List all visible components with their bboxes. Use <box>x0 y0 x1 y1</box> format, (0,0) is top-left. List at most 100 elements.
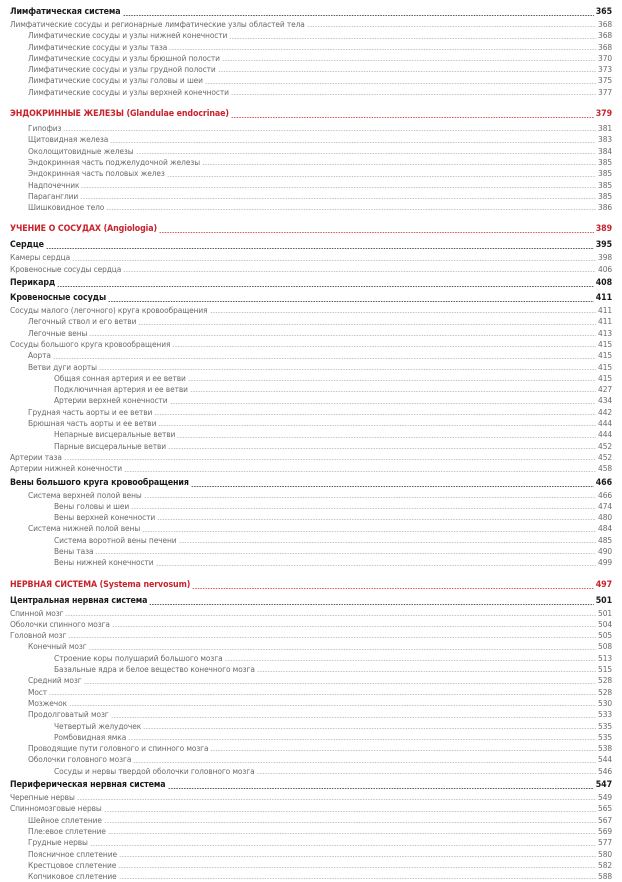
dot-leader <box>106 209 597 211</box>
toc-entry[interactable]: Лимфатические сосуды и узлы грудной поло… <box>10 64 612 75</box>
toc-entry[interactable]: Система воротной вены печени 485 <box>10 535 612 546</box>
toc-entry[interactable]: Сосуды большого круга кровообращения 415 <box>10 339 612 350</box>
entry-title: Аорта <box>28 350 51 361</box>
toc-chapter[interactable]: УЧЕНИЕ О СОСУДАХ (Angiologia) 389 <box>10 224 612 236</box>
toc-section[interactable]: Перикард 408 <box>10 278 612 290</box>
page-number: 499 <box>598 557 612 568</box>
toc-entry[interactable]: Общая сонная артерия и ее ветви 415 <box>10 373 612 384</box>
entry-title: Пле:евое сплетение <box>28 825 106 836</box>
toc-entry[interactable]: Камеры сердца 398 <box>10 252 612 263</box>
toc-entry[interactable]: Щитовидная железа 383 <box>10 134 612 145</box>
toc-section[interactable]: Вены большого круга кровообращения 466 <box>10 478 612 490</box>
toc-entry[interactable]: Мост 528 <box>10 687 612 698</box>
toc-entry[interactable]: Лимфатические сосуды и узлы головы и шеи… <box>10 75 612 86</box>
toc-entry[interactable]: Артерии таза 452 <box>10 452 612 463</box>
toc-entry[interactable]: Ветви дуги аорты 415 <box>10 362 612 373</box>
entry-title: Вены головы и шеи <box>54 500 130 511</box>
toc-entry[interactable]: Лимфатические сосуды и узлы таза 368 <box>10 42 612 53</box>
toc-entry[interactable]: Вены головы и шеи 474 <box>10 501 612 512</box>
toc-entry[interactable]: Вены таза 490 <box>10 546 612 557</box>
toc-entry[interactable]: Строение коры полушарий большого мозга 51… <box>10 653 612 664</box>
toc-entry[interactable]: Четвертый желудочек 535 <box>10 721 612 732</box>
page-number: 466 <box>595 477 612 488</box>
toc-entry[interactable]: Лимфатические сосуды и узлы брюшной поло… <box>10 53 612 64</box>
toc-entry[interactable]: Система нижней полой вены 484 <box>10 523 612 534</box>
toc-entry[interactable]: Околощитовидные железы 384 <box>10 146 612 157</box>
dot-leader <box>89 844 597 846</box>
dot-leader <box>131 508 597 510</box>
page-number: 379 <box>595 109 612 120</box>
toc-entry[interactable]: Гипофиз 381 <box>10 123 612 134</box>
page-number: 385 <box>598 190 612 201</box>
toc-section[interactable]: Центральная нервная система 501 <box>10 596 612 608</box>
toc-section[interactable]: Кровеносные сосуды 411 <box>10 293 612 305</box>
dot-leader <box>158 425 597 427</box>
toc-section[interactable]: Сердце 395 <box>10 240 612 252</box>
entry-title: Лимфатические сосуды и узлы верхней коне… <box>28 86 229 97</box>
toc-entry[interactable]: Базальные ядра и белое вещество конечног… <box>10 664 612 675</box>
toc-entry[interactable]: Ромбовидная ямка 535 <box>10 732 612 743</box>
entry-title: Проводящие пути головного и спинного моз… <box>28 743 209 754</box>
toc-entry[interactable]: Легочные вены 413 <box>10 328 612 339</box>
toc-entry[interactable]: Параганглии 385 <box>10 191 612 202</box>
toc-entry[interactable]: Сосуды малого (легочного) круга кровообр… <box>10 305 612 316</box>
toc-entry[interactable]: Средний мозг 528 <box>10 675 612 686</box>
toc-entry[interactable]: Проводящие пути головного и спинного моз… <box>10 743 612 754</box>
toc-entry[interactable]: Крестцовое сплетение 582 <box>10 860 612 871</box>
toc-entry[interactable]: Продолговатый мозг 533 <box>10 709 612 720</box>
entry-title: Щитовидная железа <box>28 134 109 145</box>
toc-entry[interactable]: Головной мозг 505 <box>10 630 612 641</box>
toc-chapter[interactable]: ЭНДОКРИННЫЕ ЖЕЛЕЗЫ (Glandulae endocrinae… <box>10 109 612 121</box>
toc-entry[interactable]: Спинной мозг 501 <box>10 608 612 619</box>
toc-entry[interactable]: Система верхней полой вены 466 <box>10 490 612 501</box>
toc-entry[interactable]: Надпочечник 385 <box>10 180 612 191</box>
toc-entry[interactable]: Пле:евое сплетение 569 <box>10 826 612 837</box>
toc-entry[interactable]: Лимфатические сосуды и узлы нижней конеч… <box>10 30 612 41</box>
toc-entry[interactable]: Шишковидное тело 386 <box>10 202 612 213</box>
toc-entry[interactable]: Парные висцеральные ветви 452 <box>10 441 612 452</box>
toc-entry[interactable]: Вены верхней конечности 480 <box>10 512 612 523</box>
toc-entry[interactable]: Шейное сплетение 567 <box>10 815 612 826</box>
toc-entry[interactable]: Сосуды и нервы твердой оболочки головног… <box>10 766 612 777</box>
toc-chapter[interactable]: НЕРВНАЯ СИСТЕМА (Systema nervosum) 497 <box>10 580 612 592</box>
toc-entry[interactable]: Артерии нижней конечности 458 <box>10 463 612 474</box>
toc-entry[interactable]: Поясничное сплетение 580 <box>10 849 612 860</box>
toc-entry[interactable]: Эндокринная часть половых желез 385 <box>10 168 612 179</box>
toc-entry[interactable]: Брюшная часть аорты и ее ветви 444 <box>10 418 612 429</box>
page-number: 377 <box>598 86 612 97</box>
toc-entry[interactable]: Оболочки спинного мозга 504 <box>10 619 612 630</box>
page-number: 505 <box>598 630 612 641</box>
toc-entry[interactable]: Копчиковое сплетение 588 <box>10 871 612 882</box>
page-number: 406 <box>598 263 612 274</box>
toc-entry[interactable]: Конечный мозг 508 <box>10 641 612 652</box>
page-number: 368 <box>598 41 612 52</box>
dot-leader <box>168 447 597 449</box>
page-number: 385 <box>598 179 612 190</box>
toc-entry[interactable]: Лимфатические сосуды и регионарные лимфа… <box>10 19 612 30</box>
dot-leader <box>178 541 597 543</box>
toc-entry[interactable]: Кровеносные сосуды сердца 406 <box>10 264 612 275</box>
toc-entry[interactable]: Непарные висцеральные ветви 444 <box>10 429 612 440</box>
toc-section[interactable]: Лимфатическая система 365 <box>10 7 612 19</box>
toc-entry[interactable]: Черепные нервы 549 <box>10 792 612 803</box>
toc-entry[interactable]: Подключичная артерия и ее ветви 427 <box>10 384 612 395</box>
toc-entry[interactable]: Вены нижней конечности 499 <box>10 557 612 568</box>
toc-entry[interactable]: Грудная часть аорты и ее ветви 442 <box>10 407 612 418</box>
toc-entry[interactable]: Легочный ствол и его ветви 411 <box>10 316 612 327</box>
toc-entry[interactable]: Эндокринная часть поджелудочной железы 38… <box>10 157 612 168</box>
toc-section[interactable]: Периферическая нервная система 547 <box>10 780 612 792</box>
toc-entry[interactable]: Артерии верхней конечности 434 <box>10 395 612 406</box>
toc-entry[interactable]: Оболочки головного мозга 544 <box>10 754 612 765</box>
toc-entry[interactable]: Мозжечок 530 <box>10 698 612 709</box>
dot-leader <box>149 603 594 605</box>
toc-entry[interactable]: Лимфатические сосуды и узлы верхней коне… <box>10 87 612 98</box>
dot-leader <box>135 152 597 154</box>
dot-leader <box>123 271 597 273</box>
page-number: 365 <box>595 7 612 17</box>
toc-entry[interactable]: Аорта 415 <box>10 350 612 361</box>
dot-leader <box>190 485 594 487</box>
entry-title: Система нижней полой вены <box>28 523 141 534</box>
toc-entry[interactable]: Спинномозговые нервы 565 <box>10 803 612 814</box>
toc-entry[interactable]: Грудные нервы 577 <box>10 837 612 848</box>
dot-leader <box>89 334 597 336</box>
